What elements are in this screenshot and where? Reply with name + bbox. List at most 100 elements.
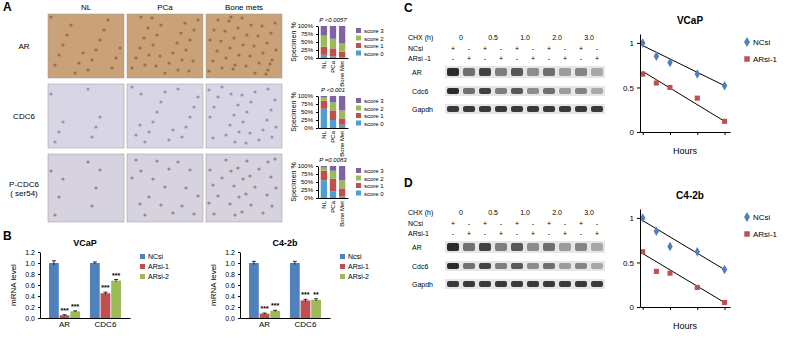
ihc-texture <box>265 118 268 121</box>
tick-label: 0% <box>304 55 313 61</box>
time-label: 2.0 <box>552 34 562 41</box>
axis-line <box>640 210 641 308</box>
blot-band <box>559 68 571 76</box>
tick-mark <box>238 318 240 319</box>
ihc-texture <box>139 92 142 95</box>
ihc-texture <box>211 183 214 186</box>
blot-band <box>543 243 555 251</box>
legend-swatch <box>356 36 361 41</box>
ihc-texture <box>256 34 259 37</box>
tick-label: AR <box>59 320 70 329</box>
tick-mark <box>637 307 640 308</box>
tick <box>643 307 644 310</box>
bar-segment <box>330 171 336 179</box>
blot-band <box>479 281 491 287</box>
axis-line <box>318 167 319 199</box>
condition-label: ARsi -1 <box>408 55 431 62</box>
tick: CDC6 <box>295 320 317 329</box>
legend-entry: ARsi-1 <box>148 263 169 270</box>
blot-band <box>447 263 459 269</box>
ihc-texture <box>143 140 146 143</box>
ihc-texture <box>253 71 256 74</box>
blot-strip <box>445 241 605 253</box>
error-bar <box>314 299 318 301</box>
treatment-label: CHX (h) <box>408 34 433 42</box>
ihc-texture <box>241 43 244 46</box>
sign: - <box>500 220 503 227</box>
tick-label: 25% <box>301 117 314 123</box>
tick <box>697 132 698 135</box>
ihc-texture <box>163 90 166 93</box>
ihc-texture <box>219 39 222 42</box>
bar <box>60 315 70 318</box>
legend-entry: score 0 <box>364 121 384 127</box>
blot-band <box>463 243 475 251</box>
bar-segment <box>321 26 327 36</box>
ihc-texture <box>196 95 199 98</box>
ihc-texture <box>241 177 244 180</box>
axis-title: Hours <box>673 321 698 331</box>
blot-band <box>495 68 507 76</box>
tick-mark <box>238 285 240 286</box>
blot-band <box>575 68 587 76</box>
ihc-texture <box>207 88 210 91</box>
error-bar <box>273 310 277 311</box>
legend-entry: ARsi-1 <box>753 55 778 64</box>
ihc-texture <box>143 213 146 216</box>
tick-label: 75% <box>301 101 314 107</box>
ihc-texture <box>147 130 150 133</box>
error-bar-line <box>114 279 118 280</box>
sign: + <box>467 55 471 62</box>
sign: - <box>516 230 519 237</box>
ihc-texture <box>216 194 219 197</box>
chart-title: C4-2b <box>272 238 298 248</box>
ihc-texture <box>273 21 276 24</box>
legend-swatch <box>340 274 345 279</box>
ihc-texture <box>274 48 277 51</box>
bar <box>301 300 311 318</box>
blot-band <box>447 243 459 251</box>
legend-entry: ARsi-2 <box>148 273 169 280</box>
ihc-texture <box>53 213 56 216</box>
ihc-texture <box>176 160 179 163</box>
tick: 0.5 <box>623 84 640 93</box>
ihc-image <box>127 14 203 78</box>
blot-band <box>447 88 459 94</box>
ihc-texture <box>184 186 187 189</box>
ihc-texture <box>118 46 121 49</box>
panel-label: C <box>404 1 413 15</box>
error-bar <box>252 261 256 264</box>
sign: - <box>468 220 471 227</box>
axis: NLPCaBone Met <box>319 129 349 157</box>
sign: + <box>467 230 471 237</box>
bar-segment <box>339 188 345 196</box>
ihc-texture <box>49 15 52 18</box>
ihc-texture <box>237 53 240 56</box>
ihc-texture <box>90 204 93 207</box>
tick-label: CDC6 <box>295 320 317 329</box>
tick <box>670 132 671 135</box>
ihc-texture <box>147 53 150 56</box>
time-label: 1.0 <box>520 34 530 41</box>
ihc-texture <box>244 64 247 67</box>
time-label: 0 <box>459 209 463 216</box>
ihc-texture <box>240 16 243 19</box>
condition-label: NCsi <box>408 45 424 52</box>
tick-mark <box>643 132 644 135</box>
plot-marks <box>249 261 321 318</box>
blot-band <box>511 88 523 94</box>
legend-swatch <box>356 191 361 196</box>
axis-line <box>41 318 131 319</box>
ihc-image <box>206 84 282 148</box>
tick-label: 50% <box>301 109 314 115</box>
legend-entry: NCsi <box>753 213 771 222</box>
tick-mark <box>38 252 40 253</box>
tick-label: 0.2 <box>25 304 35 311</box>
bar-chart: ************0.00.20.40.60.81.01.2ARCDC6m… <box>9 238 131 329</box>
tick: 0.6 <box>225 282 240 289</box>
bar-segment <box>330 56 336 58</box>
ihc-texture <box>260 24 263 27</box>
ihc-texture <box>269 175 272 178</box>
significance: *** <box>101 284 109 291</box>
blot-band <box>463 68 475 76</box>
